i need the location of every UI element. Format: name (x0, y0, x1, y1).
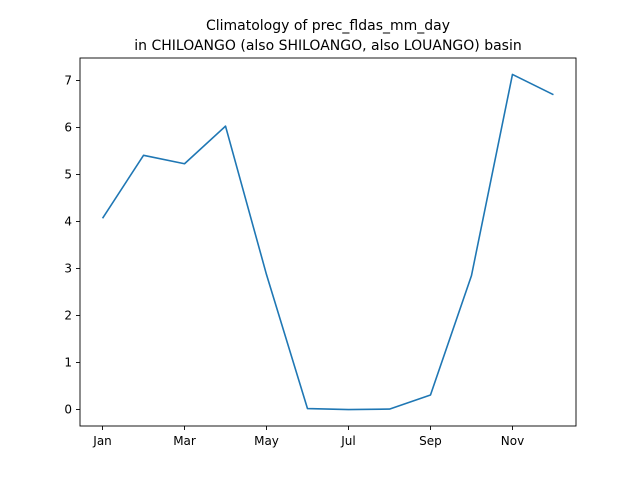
y-tick-label: 6 (64, 121, 72, 135)
x-tick-label: May (254, 434, 279, 448)
x-tick-label: Nov (501, 434, 524, 448)
x-tick-label: Sep (419, 434, 442, 448)
y-tick-label: 5 (64, 168, 72, 182)
chart-title-line-2: in CHILOANGO (also SHILOANGO, also LOUAN… (134, 38, 521, 54)
y-tick-label: 3 (64, 262, 72, 276)
y-tick-label: 1 (64, 356, 72, 370)
chart-title-line-1: Climatology of prec_fldas_mm_day (206, 18, 450, 34)
y-tick-label: 7 (64, 74, 72, 88)
y-tick-label: 4 (64, 215, 72, 229)
x-tick-label: Jan (92, 434, 112, 448)
y-tick-label: 0 (64, 403, 72, 417)
plot-area: 0 1 2 3 4 5 6 7 Jan Mar May Jul Sep Nov (64, 57, 577, 448)
y-tick-label: 2 (64, 309, 72, 323)
x-tick-label: Jul (340, 434, 355, 448)
axes-frame (79, 57, 577, 427)
series-line (101, 73, 554, 411)
x-tick-label: Mar (173, 434, 196, 448)
